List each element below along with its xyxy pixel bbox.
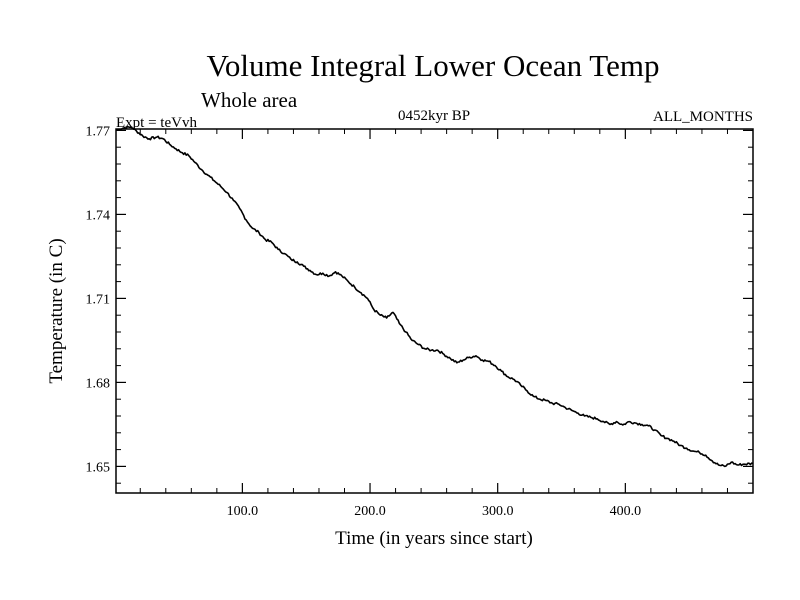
- plot-frame: [115, 128, 754, 494]
- y-tick-label: 1.68: [86, 376, 111, 391]
- chart-subtitle: Whole area: [201, 88, 298, 112]
- chart-title: Volume Integral Lower Ocean Temp: [207, 48, 660, 83]
- experiment-label: Expt = teVvh: [116, 115, 197, 131]
- y-tick-label: 1.71: [86, 292, 111, 307]
- x-tick-label: 200.0: [354, 504, 386, 519]
- y-tick-label: 1.65: [86, 460, 111, 475]
- axes: 100.0 200.0 300.0 400.0 1.65 1.68 1.71 1.74 1.77: [86, 124, 754, 519]
- temperature-series-line: [115, 125, 754, 468]
- y-tick-label: 1.74: [86, 208, 111, 223]
- x-tick-label: 300.0: [482, 504, 514, 519]
- y-tick-label: 1.77: [86, 124, 111, 139]
- x-tick-label: 100.0: [227, 504, 259, 519]
- period-label: 0452kyr BP: [398, 108, 470, 124]
- months-label: ALL_MONTHS: [653, 109, 753, 125]
- x-tick-label: 400.0: [610, 504, 642, 519]
- x-axis-title: Time (in years since start): [335, 528, 533, 549]
- y-axis-title: Temperature (in C): [46, 238, 67, 383]
